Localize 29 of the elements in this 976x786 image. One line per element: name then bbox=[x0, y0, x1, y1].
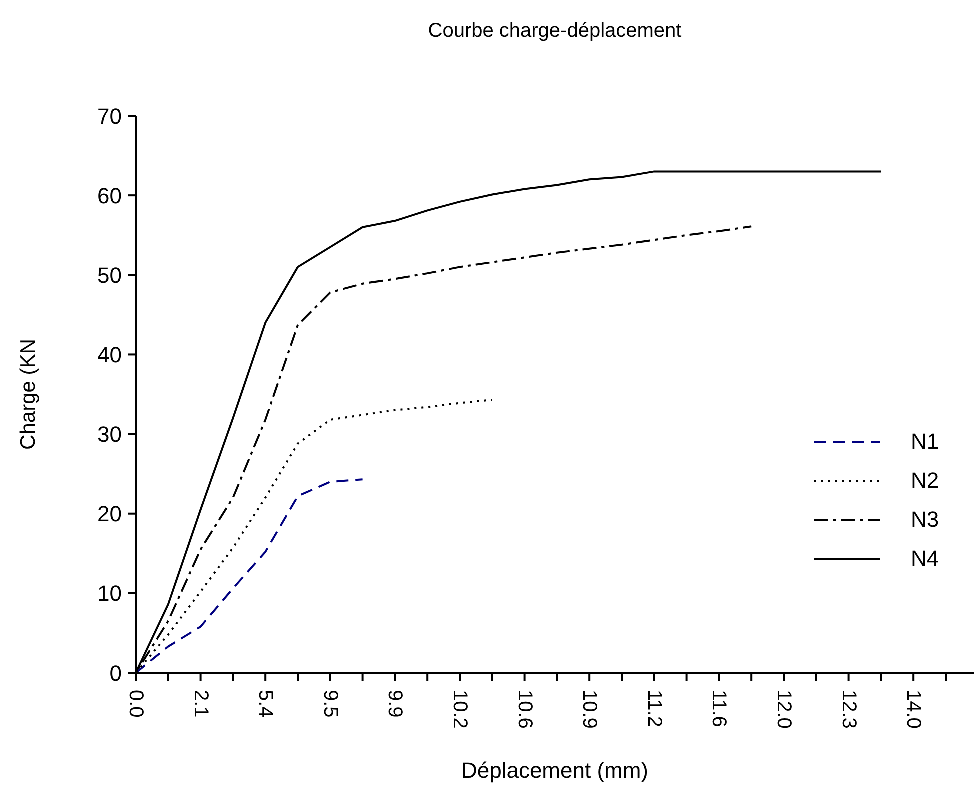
y-tick-label: 10 bbox=[98, 581, 122, 606]
x-tick-label: 5.4 bbox=[254, 690, 277, 718]
x-tick-label: 12.0 bbox=[773, 690, 795, 729]
x-tick-label: 11.2 bbox=[643, 690, 666, 728]
y-tick-label: 20 bbox=[98, 502, 122, 527]
chart-title: Courbe charge-déplacement bbox=[427, 20, 683, 43]
y-tick-label: 70 bbox=[98, 104, 122, 129]
x-tick-label: 10.9 bbox=[578, 690, 601, 729]
y-tick-label: 30 bbox=[98, 422, 122, 448]
y-tick-label: 50 bbox=[98, 262, 122, 288]
x-tick-label: 9.5 bbox=[319, 690, 342, 718]
x-tick-label: 10.2 bbox=[449, 690, 471, 729]
x-tick-label: 9.9 bbox=[384, 690, 406, 718]
y-tick-label: 60 bbox=[98, 183, 122, 208]
x-tick-label: 12.3 bbox=[838, 690, 860, 729]
legend-label: N1 bbox=[911, 428, 940, 454]
y-tick-label: 0 bbox=[110, 660, 122, 686]
legend-label: N2 bbox=[911, 468, 940, 492]
x-axis-title: Déplacement (mm) bbox=[461, 758, 649, 782]
x-tick-label: 11.6 bbox=[708, 690, 730, 728]
legend-label: N4 bbox=[911, 546, 940, 570]
x-tick-label: 2.1 bbox=[190, 690, 212, 718]
x-tick-label: 0.0 bbox=[125, 690, 147, 718]
y-axis-title: Charge (KN bbox=[16, 339, 40, 450]
x-tick-label: 14.0 bbox=[902, 690, 925, 729]
line-series bbox=[135, 478, 364, 673]
x-tick-label: 10.6 bbox=[514, 690, 536, 729]
legend-label: N3 bbox=[911, 506, 940, 532]
y-tick-label: 40 bbox=[98, 342, 122, 368]
